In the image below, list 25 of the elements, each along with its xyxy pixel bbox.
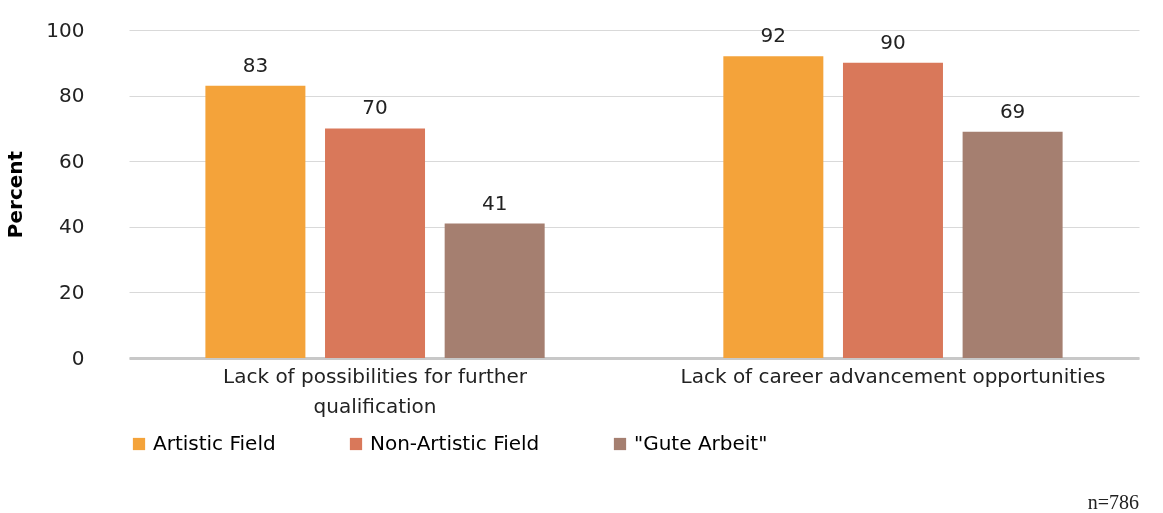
y-tick-label: 60 — [59, 148, 85, 173]
bar — [444, 223, 545, 358]
bar — [962, 131, 1063, 358]
y-tick-label: 20 — [59, 279, 85, 304]
x-tick-label: Lack of possibilities for further qualification — [223, 363, 528, 418]
data-label: 83 — [242, 52, 269, 77]
y-tick-label: 80 — [59, 83, 85, 108]
legend-label: Artistic Field — [153, 431, 276, 455]
data-label: 90 — [880, 29, 906, 54]
data-label: 69 — [999, 98, 1026, 123]
bar — [723, 56, 824, 358]
text: n=786 — [1087, 491, 1139, 513]
y-tick-label: 100 — [46, 17, 85, 42]
data-label: 70 — [362, 95, 388, 120]
bar — [205, 85, 306, 358]
bar — [842, 62, 943, 358]
y-tick-label: 0 — [71, 345, 85, 370]
legend-label: "Gute Arbeit" — [634, 431, 768, 455]
bar — [325, 128, 426, 358]
x-tick-label: Lack of career advancement opportunities — [680, 363, 1106, 388]
legend-label: Non-Artistic Field — [370, 431, 540, 455]
y-tick-label: 40 — [59, 214, 85, 239]
y-axis-title: Percent — [3, 150, 28, 239]
data-label: 92 — [760, 23, 787, 48]
data-label: 41 — [481, 190, 508, 215]
